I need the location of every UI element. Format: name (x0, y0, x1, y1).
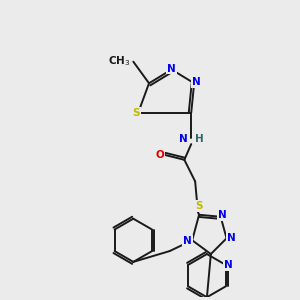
Text: N: N (167, 64, 176, 74)
Text: N: N (218, 210, 227, 220)
Text: N: N (227, 233, 236, 243)
Text: N: N (178, 134, 187, 144)
Text: O: O (155, 150, 164, 160)
Text: N: N (192, 77, 200, 87)
Text: H: H (195, 134, 204, 144)
Text: N: N (183, 236, 192, 246)
Text: N: N (224, 260, 233, 270)
Text: S: S (195, 201, 203, 211)
Text: CH$_3$: CH$_3$ (108, 54, 130, 68)
Text: S: S (133, 108, 140, 118)
